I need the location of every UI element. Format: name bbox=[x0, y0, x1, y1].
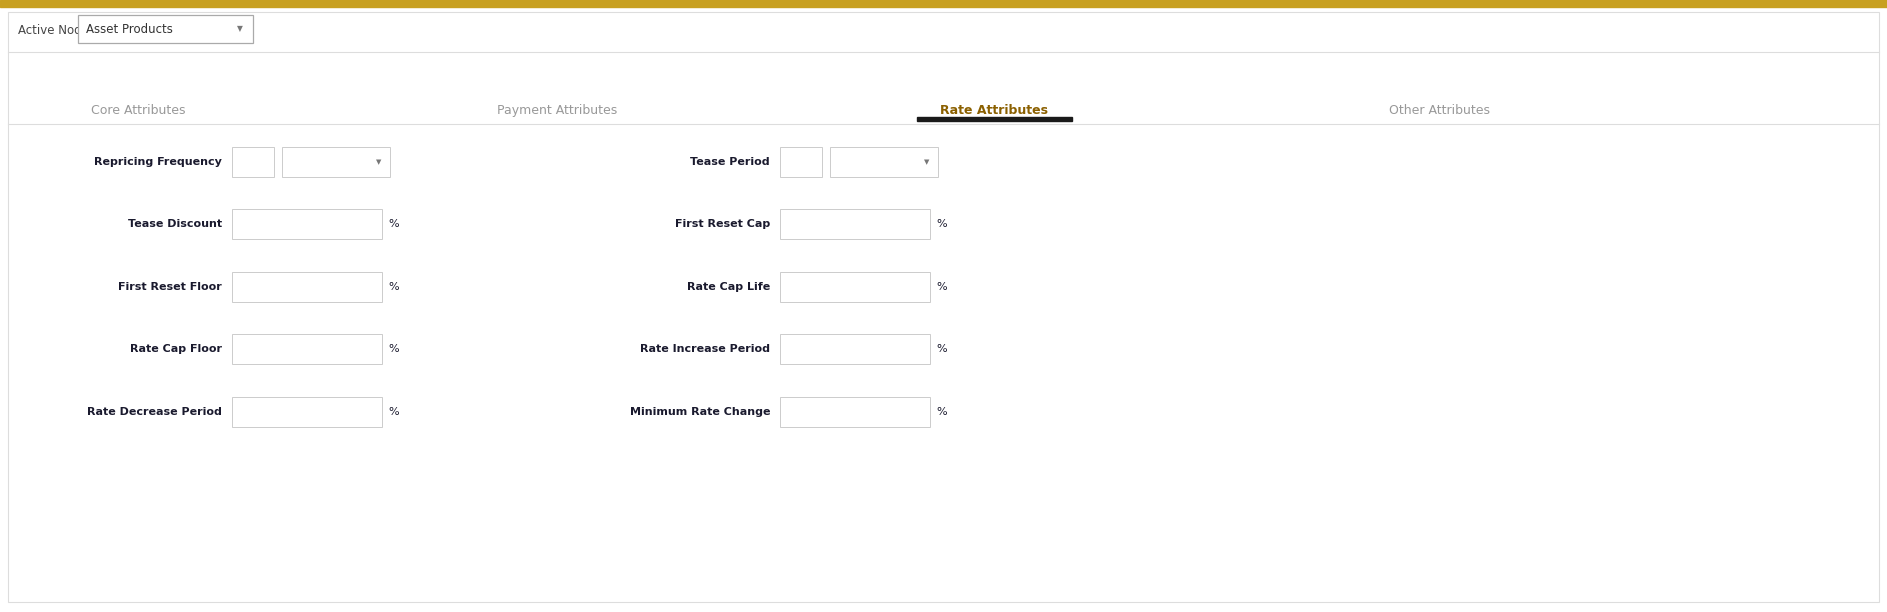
Text: %: % bbox=[389, 282, 398, 292]
Text: %: % bbox=[936, 219, 947, 229]
FancyBboxPatch shape bbox=[281, 147, 391, 177]
Text: Tease Discount: Tease Discount bbox=[128, 219, 223, 229]
Text: Rate Attributes: Rate Attributes bbox=[940, 103, 1049, 116]
Text: %: % bbox=[389, 219, 398, 229]
FancyBboxPatch shape bbox=[779, 272, 930, 302]
Bar bbox=[917, 117, 1072, 121]
Text: Rate Cap Floor: Rate Cap Floor bbox=[130, 344, 223, 354]
Bar bbox=[0, 0, 1887, 7]
Text: %: % bbox=[936, 282, 947, 292]
FancyBboxPatch shape bbox=[830, 147, 938, 177]
Text: Other Attributes: Other Attributes bbox=[1389, 103, 1491, 116]
Text: First Reset Floor: First Reset Floor bbox=[119, 282, 223, 292]
Text: Tease Period: Tease Period bbox=[691, 157, 770, 167]
FancyBboxPatch shape bbox=[779, 209, 930, 239]
Text: Rate Decrease Period: Rate Decrease Period bbox=[87, 407, 223, 417]
Text: %: % bbox=[389, 344, 398, 354]
Text: Active Node: Active Node bbox=[19, 23, 89, 37]
Text: Rate Increase Period: Rate Increase Period bbox=[640, 344, 770, 354]
FancyBboxPatch shape bbox=[77, 15, 253, 43]
Text: Asset Products: Asset Products bbox=[87, 23, 174, 35]
Text: Minimum Rate Change: Minimum Rate Change bbox=[630, 407, 770, 417]
FancyBboxPatch shape bbox=[779, 397, 930, 427]
Text: Rate Cap Life: Rate Cap Life bbox=[687, 282, 770, 292]
FancyBboxPatch shape bbox=[232, 272, 381, 302]
Text: First Reset Cap: First Reset Cap bbox=[676, 219, 770, 229]
Text: %: % bbox=[936, 407, 947, 417]
FancyBboxPatch shape bbox=[232, 209, 381, 239]
FancyBboxPatch shape bbox=[232, 334, 381, 364]
FancyBboxPatch shape bbox=[232, 147, 274, 177]
Text: Repricing Frequency: Repricing Frequency bbox=[94, 157, 223, 167]
Text: Core Attributes: Core Attributes bbox=[91, 103, 185, 116]
Text: ▼: ▼ bbox=[376, 159, 381, 165]
Text: ▼: ▼ bbox=[925, 159, 930, 165]
FancyBboxPatch shape bbox=[8, 12, 1879, 602]
Text: %: % bbox=[389, 407, 398, 417]
FancyBboxPatch shape bbox=[779, 334, 930, 364]
Text: ▼: ▼ bbox=[238, 24, 243, 34]
FancyBboxPatch shape bbox=[779, 147, 823, 177]
Text: %: % bbox=[936, 344, 947, 354]
FancyBboxPatch shape bbox=[232, 397, 381, 427]
Text: Payment Attributes: Payment Attributes bbox=[496, 103, 617, 116]
